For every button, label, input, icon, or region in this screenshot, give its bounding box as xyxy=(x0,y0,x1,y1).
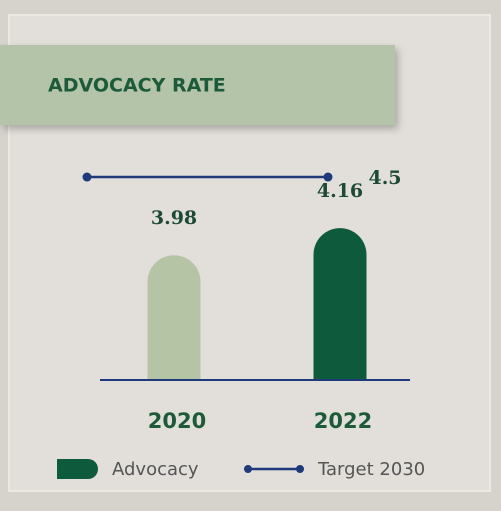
target-label: 4.5 xyxy=(368,167,401,189)
legend-target-dot xyxy=(296,465,304,473)
bar xyxy=(147,255,201,380)
bar xyxy=(313,228,367,380)
value-label: 4.16 xyxy=(317,180,363,202)
title-tab xyxy=(0,45,395,125)
target-dot xyxy=(82,172,92,182)
value-label: 3.98 xyxy=(151,207,197,229)
legend-label: Target 2030 xyxy=(317,459,425,480)
legend-swatch xyxy=(57,459,98,479)
legend-label: Advocacy xyxy=(112,459,199,480)
x-tick-label: 2022 xyxy=(314,409,372,433)
chart-title: ADVOCACY RATE xyxy=(48,75,226,97)
legend-target-dot xyxy=(244,465,252,473)
target-dot xyxy=(323,172,333,182)
x-tick-label: 2020 xyxy=(148,409,206,433)
